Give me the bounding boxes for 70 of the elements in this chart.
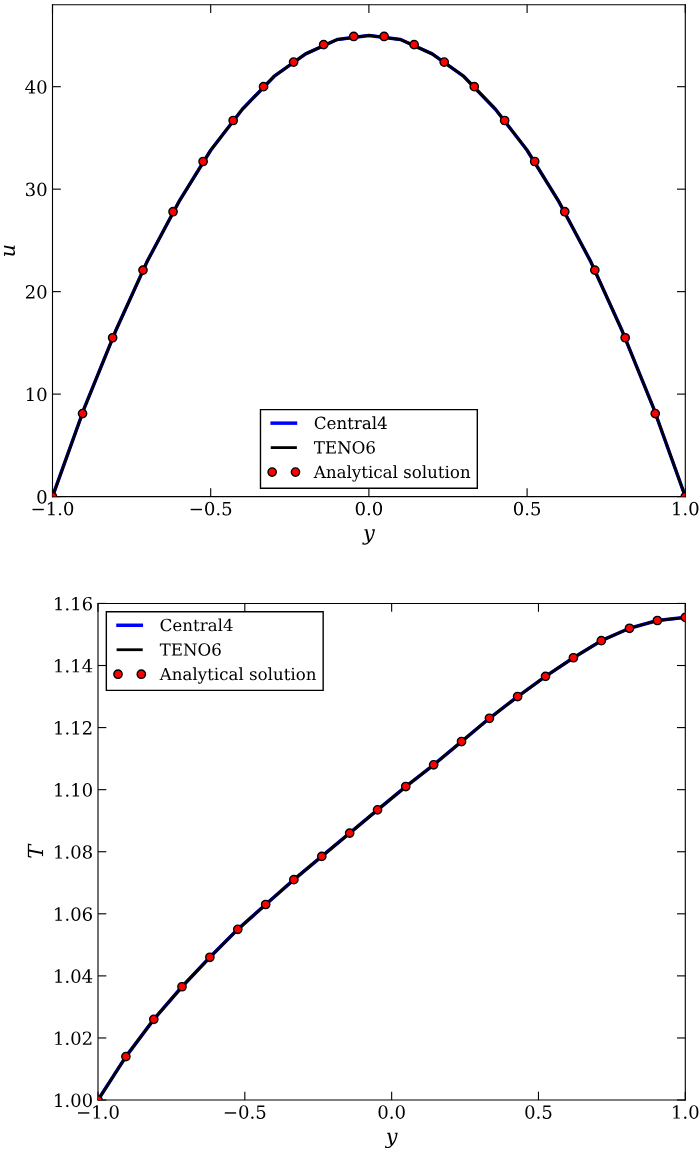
point [400, 781, 411, 792]
y-tick-label: 20 [25, 285, 47, 299]
point [318, 39, 329, 50]
x-tick-label: −0.5 [190, 501, 232, 516]
x-tick-label: 0.5 [525, 1105, 552, 1119]
point [198, 156, 208, 167]
point [177, 981, 187, 992]
point [428, 759, 439, 770]
legend-label: TENO6 [159, 643, 221, 656]
point [348, 31, 359, 42]
y-tick-label: 1.14 [55, 658, 93, 673]
y-tick-label: 40 [25, 80, 47, 94]
legend-label: Analytical solution [159, 667, 317, 684]
x-tick-label: 1.0 [673, 501, 699, 516]
point [624, 623, 635, 634]
x-tick-label: −0.5 [224, 1105, 266, 1119]
y-tick-label: 1.08 [55, 845, 92, 859]
point [289, 874, 299, 885]
point [499, 115, 510, 126]
point [409, 39, 420, 50]
x-tick-label: 0.5 [513, 501, 541, 516]
point [484, 713, 495, 724]
point [620, 332, 631, 343]
x-axis-title: y [384, 1132, 398, 1149]
x-tick-label: 0.0 [355, 501, 383, 516]
y-tick-label: 1.06 [55, 907, 92, 921]
y-tick-label: 1.10 [55, 783, 92, 797]
point [512, 691, 523, 702]
x-axis-title: y [362, 529, 375, 545]
y-tick-label: 30 [26, 182, 47, 197]
point [138, 265, 148, 275]
point [148, 1014, 159, 1025]
point [469, 81, 480, 92]
point [232, 924, 243, 935]
y-axis-title: T [27, 843, 44, 858]
point [205, 952, 215, 963]
point [168, 206, 178, 217]
point [568, 652, 579, 663]
point [529, 156, 540, 167]
point [372, 804, 383, 815]
legend-label: Central4 [314, 416, 387, 430]
point [344, 828, 355, 838]
y-tick-label: 1.02 [55, 1031, 92, 1046]
point [260, 899, 271, 910]
point [439, 57, 450, 67]
legend-label: Analytical solution [313, 465, 471, 482]
point [316, 851, 327, 862]
point [288, 57, 299, 67]
point [650, 408, 661, 419]
point [456, 736, 467, 747]
point [596, 635, 607, 646]
point [559, 206, 570, 217]
y-tick-label: 1.12 [55, 721, 92, 735]
point [652, 615, 663, 626]
point [107, 332, 118, 343]
point [228, 115, 239, 126]
x-tick-label: 0.0 [378, 1105, 405, 1119]
x-tick-label: 1.0 [673, 1105, 699, 1119]
y-tick-label: 10 [26, 387, 47, 402]
y-axis-title: u [3, 245, 16, 256]
point [121, 1051, 131, 1062]
point [589, 265, 600, 275]
legend-label: Central4 [160, 618, 233, 632]
point [77, 408, 88, 419]
point [379, 31, 389, 42]
y-tick-label: 1.16 [55, 596, 92, 611]
point [540, 671, 551, 682]
y-tick-label: 1.04 [55, 969, 93, 983]
point [258, 81, 269, 92]
legend-label: TENO6 [313, 441, 375, 454]
